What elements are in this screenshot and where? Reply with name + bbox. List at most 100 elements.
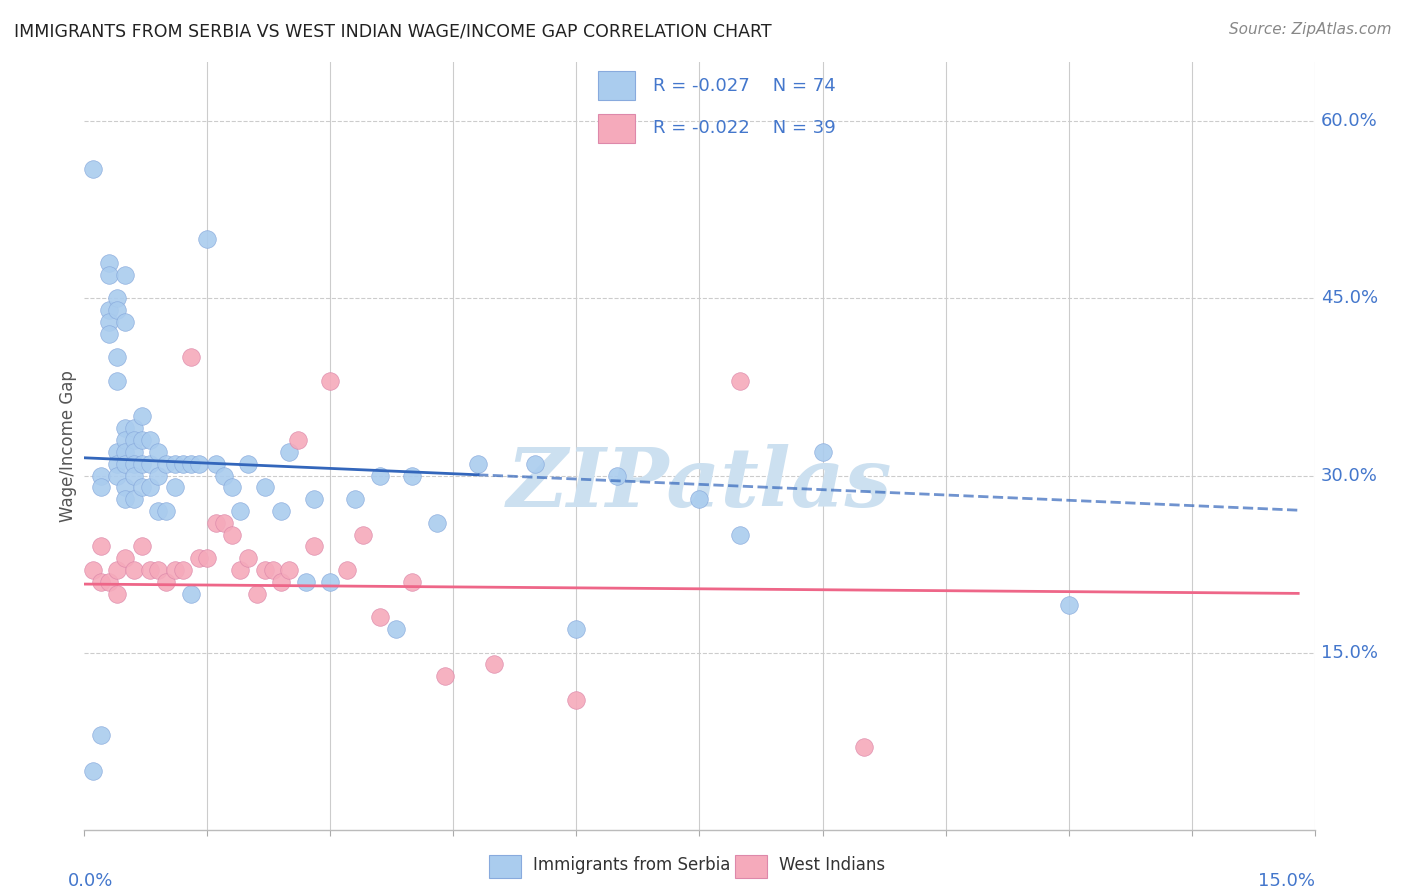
Point <box>114 421 136 435</box>
Point <box>82 764 104 778</box>
Point <box>270 574 292 589</box>
Point <box>197 232 219 246</box>
Point <box>811 445 834 459</box>
Point <box>689 492 711 507</box>
Point <box>212 468 235 483</box>
Text: Immigrants from Serbia: Immigrants from Serbia <box>533 856 730 874</box>
Point <box>98 268 120 282</box>
Point <box>204 457 226 471</box>
Point <box>730 527 752 541</box>
Point <box>122 457 145 471</box>
Point <box>385 622 408 636</box>
Point <box>98 315 120 329</box>
Point <box>114 492 136 507</box>
Point <box>484 657 506 672</box>
Point <box>139 457 162 471</box>
Point <box>852 739 875 754</box>
Point <box>278 563 301 577</box>
Text: 15.0%: 15.0% <box>1257 871 1315 889</box>
Point <box>122 433 145 447</box>
Point <box>105 586 128 600</box>
Point <box>98 303 120 318</box>
Point <box>229 563 252 577</box>
Point <box>253 480 276 494</box>
Point <box>270 504 292 518</box>
Point <box>434 669 457 683</box>
Bar <box>734 855 766 878</box>
Point <box>114 551 136 566</box>
Point <box>229 504 252 518</box>
Y-axis label: Wage/Income Gap: Wage/Income Gap <box>59 370 77 522</box>
Point <box>1057 599 1080 613</box>
Point <box>90 468 112 483</box>
Point <box>148 445 170 459</box>
Point <box>336 563 359 577</box>
Point <box>82 161 104 176</box>
Point <box>122 563 145 577</box>
Text: R = -0.022    N = 39: R = -0.022 N = 39 <box>652 120 835 137</box>
Point <box>730 374 752 388</box>
Text: 30.0%: 30.0% <box>1320 467 1378 484</box>
Text: 15.0%: 15.0% <box>1320 643 1378 662</box>
Point <box>197 551 219 566</box>
Point <box>319 374 342 388</box>
Point <box>180 351 202 365</box>
Point <box>319 574 342 589</box>
Point <box>287 433 309 447</box>
Point <box>105 457 128 471</box>
Point <box>262 563 284 577</box>
Point <box>105 351 128 365</box>
Point <box>148 563 170 577</box>
Point <box>295 574 318 589</box>
Text: ZIPatlas: ZIPatlas <box>506 444 893 524</box>
Point <box>368 610 391 624</box>
Point <box>238 457 260 471</box>
Point <box>524 457 547 471</box>
Point <box>122 468 145 483</box>
Text: West Indians: West Indians <box>779 856 884 874</box>
Point <box>131 457 153 471</box>
Point <box>246 586 269 600</box>
Bar <box>598 114 634 143</box>
Point <box>98 574 120 589</box>
Point <box>114 268 136 282</box>
Point <box>401 468 423 483</box>
Point <box>302 492 325 507</box>
Point <box>131 480 153 494</box>
Point <box>98 326 120 341</box>
Point <box>426 516 449 530</box>
Point <box>401 574 423 589</box>
Point <box>352 527 374 541</box>
Point <box>188 551 211 566</box>
Point <box>180 457 202 471</box>
Point <box>172 457 194 471</box>
Point <box>90 539 112 553</box>
Point <box>105 563 128 577</box>
Point <box>131 433 153 447</box>
Text: 0.0%: 0.0% <box>67 871 114 889</box>
Text: 45.0%: 45.0% <box>1320 290 1378 308</box>
Point <box>98 256 120 270</box>
Text: Source: ZipAtlas.com: Source: ZipAtlas.com <box>1229 22 1392 37</box>
Point <box>90 480 112 494</box>
Point <box>122 492 145 507</box>
Point <box>302 539 325 553</box>
Point <box>114 480 136 494</box>
Point <box>204 516 226 530</box>
Point <box>139 480 162 494</box>
Bar <box>489 855 520 878</box>
Point <box>467 457 489 471</box>
Point <box>148 504 170 518</box>
Point <box>131 409 153 424</box>
Point <box>188 457 211 471</box>
Text: R = -0.027    N = 74: R = -0.027 N = 74 <box>652 77 835 95</box>
Point <box>606 468 628 483</box>
Point <box>114 445 136 459</box>
Point <box>148 468 170 483</box>
Point <box>105 292 128 306</box>
Point <box>163 457 186 471</box>
Point <box>163 563 186 577</box>
Bar <box>598 71 634 100</box>
Point <box>105 303 128 318</box>
Point <box>139 433 162 447</box>
